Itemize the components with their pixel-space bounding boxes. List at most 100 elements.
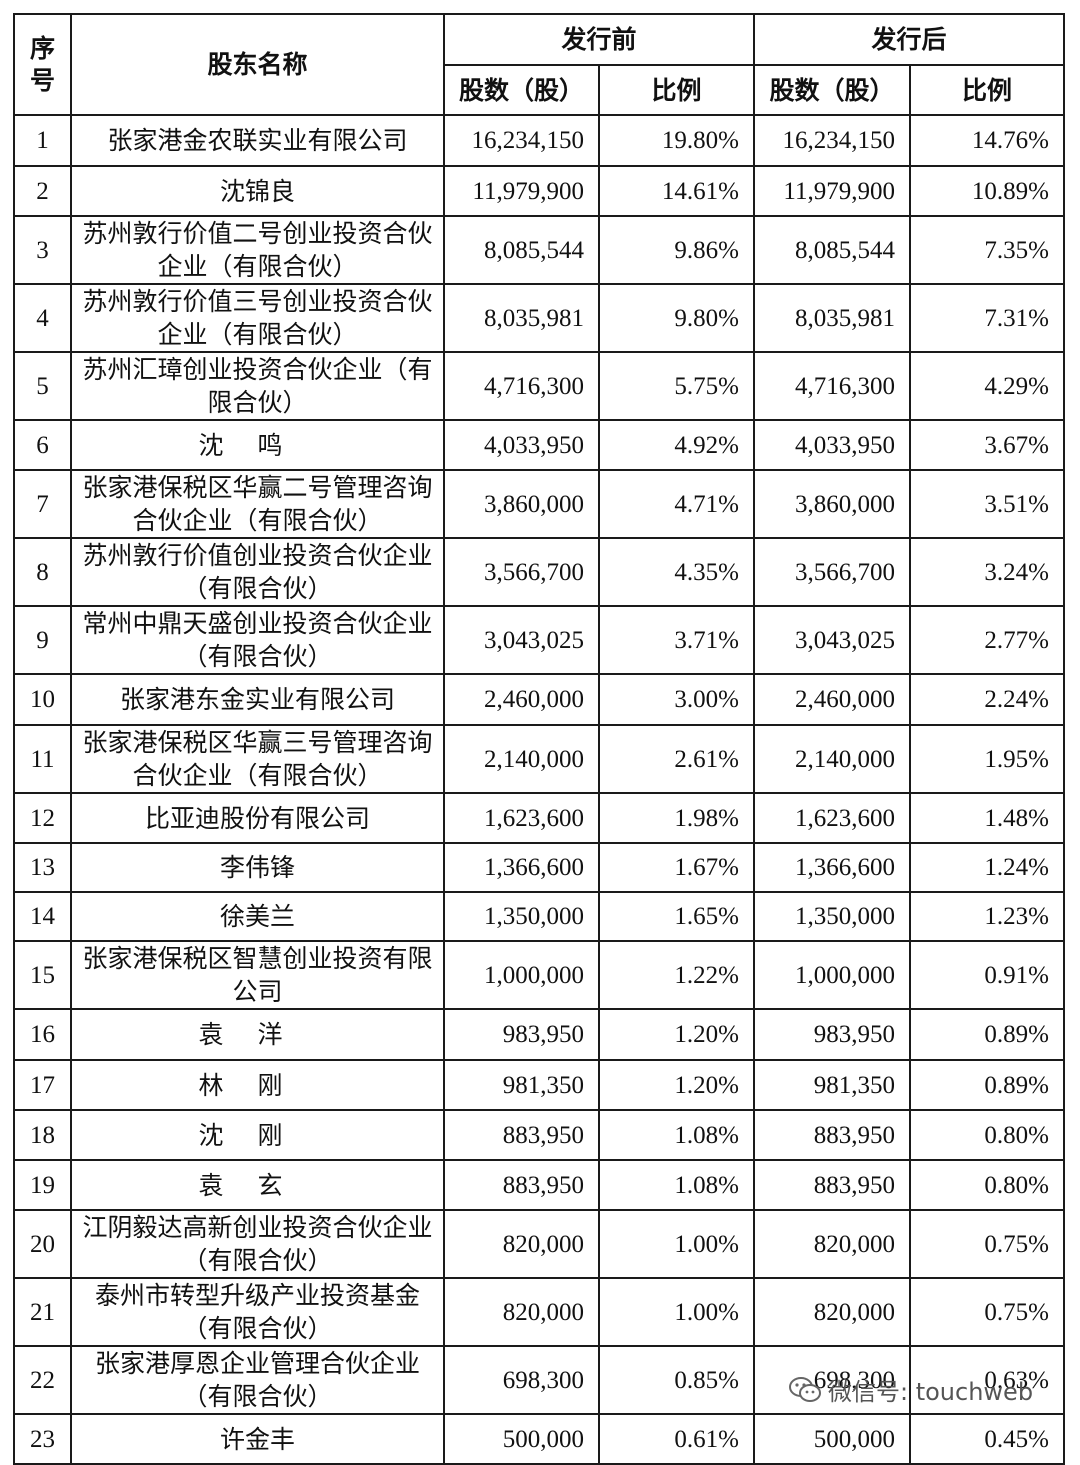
row-shareholder-name: 苏州敦行价值二号创业投资合伙企业（有限合伙） bbox=[70, 215, 445, 285]
row-before-shares: 8,035,981 bbox=[443, 283, 600, 353]
row-shareholder-name: 李伟锋 bbox=[70, 842, 445, 893]
table-row: 23 许金丰 500,000 0.61% 500,000 0.45% bbox=[13, 1413, 1065, 1465]
table-row: 12 比亚迪股份有限公司 1,623,600 1.98% 1,623,600 1.48% bbox=[13, 792, 1065, 844]
row-index: 1 bbox=[13, 114, 72, 167]
row-after-shares: 8,035,981 bbox=[753, 283, 911, 353]
row-after-shares: 883,950 bbox=[753, 1159, 911, 1211]
row-after-ratio: 0.89% bbox=[909, 1008, 1065, 1061]
row-before-shares: 820,000 bbox=[443, 1209, 600, 1279]
row-after-ratio: 3.24% bbox=[909, 537, 1065, 607]
row-after-ratio: 0.91% bbox=[909, 940, 1065, 1010]
row-before-ratio: 1.20% bbox=[598, 1059, 755, 1111]
row-after-shares: 3,566,700 bbox=[753, 537, 911, 607]
row-index: 2 bbox=[13, 165, 72, 217]
row-after-ratio: 0.75% bbox=[909, 1209, 1065, 1279]
header-after-issuance: 发行后 bbox=[753, 13, 1065, 66]
row-after-shares: 2,460,000 bbox=[753, 673, 911, 726]
shareholder-table-container: 序 号 股东名称 发行前 发行后 股数（股） 比例 股数（股） 比例 1 张家港金… bbox=[13, 13, 1065, 1465]
row-after-ratio: 4.29% bbox=[909, 351, 1065, 421]
row-after-ratio: 3.51% bbox=[909, 469, 1065, 539]
row-shareholder-name: 沈锦良 bbox=[70, 165, 445, 217]
row-after-shares: 3,043,025 bbox=[753, 605, 911, 675]
row-after-ratio: 14.76% bbox=[909, 114, 1065, 167]
table-row: 5 苏州汇璋创业投资合伙企业（有限合伙） 4,716,300 5.75% 4,716,3… bbox=[13, 351, 1065, 421]
row-after-ratio: 2.24% bbox=[909, 673, 1065, 726]
row-before-shares: 4,033,950 bbox=[443, 419, 600, 471]
row-index: 15 bbox=[13, 940, 72, 1010]
row-after-ratio: 1.24% bbox=[909, 842, 1065, 893]
row-before-shares: 1,350,000 bbox=[443, 891, 600, 942]
row-after-ratio: 3.67% bbox=[909, 419, 1065, 471]
row-after-shares: 16,234,150 bbox=[753, 114, 911, 167]
row-after-shares: 983,950 bbox=[753, 1008, 911, 1061]
header-after-shares: 股数（股） bbox=[753, 64, 911, 116]
watermark: 微信号: touchweb bbox=[788, 1372, 1033, 1407]
row-after-ratio: 1.48% bbox=[909, 792, 1065, 844]
row-shareholder-name: 张家港东金实业有限公司 bbox=[70, 673, 445, 726]
row-before-ratio: 4.92% bbox=[598, 419, 755, 471]
row-before-shares: 16,234,150 bbox=[443, 114, 600, 167]
row-index: 5 bbox=[13, 351, 72, 421]
row-shareholder-name: 比亚迪股份有限公司 bbox=[70, 792, 445, 844]
row-shareholder-name: 沈鸣 bbox=[70, 419, 445, 471]
row-after-ratio: 0.80% bbox=[909, 1109, 1065, 1161]
table-row: 10 张家港东金实业有限公司 2,460,000 3.00% 2,460,000 2.24… bbox=[13, 673, 1065, 726]
row-index: 13 bbox=[13, 842, 72, 893]
row-after-shares: 820,000 bbox=[753, 1277, 911, 1347]
row-shareholder-name: 常州中鼎天盛创业投资合伙企业（有限合伙） bbox=[70, 605, 445, 675]
row-before-ratio: 4.71% bbox=[598, 469, 755, 539]
row-after-shares: 698,300 bbox=[753, 1345, 911, 1415]
row-index: 20 bbox=[13, 1209, 72, 1279]
row-after-ratio: 10.89% bbox=[909, 165, 1065, 217]
row-shareholder-name: 张家港金农联实业有限公司 bbox=[70, 114, 445, 167]
row-index: 21 bbox=[13, 1277, 72, 1347]
row-shareholder-name: 许金丰 bbox=[70, 1413, 445, 1465]
row-after-shares: 8,085,544 bbox=[753, 215, 911, 285]
row-shareholder-name: 林刚 bbox=[70, 1059, 445, 1111]
row-index: 9 bbox=[13, 605, 72, 675]
row-before-ratio: 3.71% bbox=[598, 605, 755, 675]
table-row: 7 张家港保税区华赢二号管理咨询合伙企业（有限合伙） 3,860,000 4.71% 3… bbox=[13, 469, 1065, 539]
row-before-ratio: 1.22% bbox=[598, 940, 755, 1010]
row-after-ratio: 0.75% bbox=[909, 1277, 1065, 1347]
row-index: 11 bbox=[13, 724, 72, 794]
row-after-ratio: 0.80% bbox=[909, 1159, 1065, 1211]
table-row: 2 沈锦良 11,979,900 14.61% 11,979,900 10.89% bbox=[13, 165, 1065, 217]
row-after-shares: 4,033,950 bbox=[753, 419, 911, 471]
table-row: 17 林刚 981,350 1.20% 981,350 0.89% bbox=[13, 1059, 1065, 1111]
row-after-shares: 1,366,600 bbox=[753, 842, 911, 893]
row-index: 19 bbox=[13, 1159, 72, 1211]
row-before-ratio: 1.67% bbox=[598, 842, 755, 893]
table-row: 9 常州中鼎天盛创业投资合伙企业（有限合伙） 3,043,025 3.71% 3,043… bbox=[13, 605, 1065, 675]
row-before-ratio: 14.61% bbox=[598, 165, 755, 217]
row-before-ratio: 1.98% bbox=[598, 792, 755, 844]
row-after-ratio: 1.95% bbox=[909, 724, 1065, 794]
row-before-shares: 2,460,000 bbox=[443, 673, 600, 726]
row-shareholder-name: 袁洋 bbox=[70, 1008, 445, 1061]
row-before-shares: 1,623,600 bbox=[443, 792, 600, 844]
row-after-shares: 820,000 bbox=[753, 1209, 911, 1279]
row-before-ratio: 9.80% bbox=[598, 283, 755, 353]
row-shareholder-name: 袁玄 bbox=[70, 1159, 445, 1211]
row-after-shares: 981,350 bbox=[753, 1059, 911, 1111]
row-before-shares: 883,950 bbox=[443, 1159, 600, 1211]
header-index: 序 号 bbox=[13, 13, 72, 116]
row-before-shares: 820,000 bbox=[443, 1277, 600, 1347]
row-after-ratio: 7.31% bbox=[909, 283, 1065, 353]
table-row: 16 袁洋 983,950 1.20% 983,950 0.89% bbox=[13, 1008, 1065, 1061]
row-shareholder-name: 张家港保税区华赢三号管理咨询合伙企业（有限合伙） bbox=[70, 724, 445, 794]
row-before-ratio: 19.80% bbox=[598, 114, 755, 167]
header-before-issuance: 发行前 bbox=[443, 13, 755, 66]
row-before-shares: 883,950 bbox=[443, 1109, 600, 1161]
table-row: 3 苏州敦行价值二号创业投资合伙企业（有限合伙） 8,085,544 9.86% 8,0… bbox=[13, 215, 1065, 285]
row-before-ratio: 4.35% bbox=[598, 537, 755, 607]
row-shareholder-name: 张家港厚恩企业管理合伙企业（有限合伙） bbox=[70, 1345, 445, 1415]
row-before-shares: 3,860,000 bbox=[443, 469, 600, 539]
row-before-shares: 698,300 bbox=[443, 1345, 600, 1415]
wechat-icon bbox=[789, 1376, 821, 1402]
row-before-shares: 11,979,900 bbox=[443, 165, 600, 217]
table-row: 15 张家港保税区智慧创业投资有限公司 1,000,000 1.22% 1,000,00… bbox=[13, 940, 1065, 1010]
row-index: 22 bbox=[13, 1345, 72, 1415]
table-row: 14 徐美兰 1,350,000 1.65% 1,350,000 1.23% bbox=[13, 891, 1065, 942]
row-shareholder-name: 泰州市转型升级产业投资基金（有限合伙） bbox=[70, 1277, 445, 1347]
